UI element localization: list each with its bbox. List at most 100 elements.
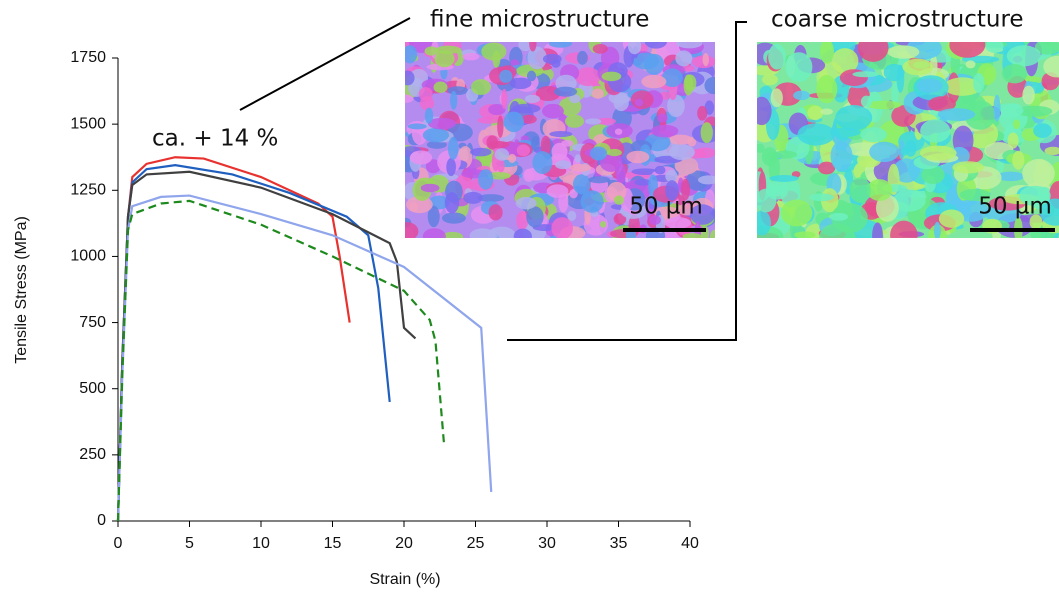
grain	[938, 209, 965, 228]
grain	[596, 117, 616, 125]
grain	[526, 70, 537, 82]
grain	[700, 122, 713, 144]
grain	[769, 174, 799, 182]
x-tick-label: 40	[681, 535, 699, 552]
grain	[418, 87, 433, 102]
grain	[668, 134, 693, 145]
x-axis-title: Strain (%)	[369, 571, 440, 588]
grain	[546, 184, 569, 198]
grain	[527, 46, 547, 70]
grain	[424, 107, 434, 124]
grain	[1019, 185, 1051, 207]
grain	[943, 77, 982, 96]
grain	[664, 217, 692, 229]
grain	[1014, 216, 1023, 238]
grain	[1006, 45, 1042, 67]
grain	[516, 144, 531, 157]
grain	[1012, 119, 1021, 130]
grain	[407, 123, 427, 130]
grain	[651, 124, 679, 138]
grain	[875, 194, 899, 222]
grain	[567, 210, 577, 221]
grain	[900, 147, 909, 156]
grain	[761, 147, 778, 167]
grain	[424, 46, 439, 56]
grain	[405, 70, 415, 86]
grain	[949, 42, 986, 58]
grain	[426, 140, 447, 149]
grain	[676, 42, 703, 49]
grain	[462, 52, 480, 61]
grain	[675, 50, 693, 67]
grain	[820, 42, 834, 64]
grain	[809, 193, 834, 202]
grain	[634, 178, 652, 186]
grain	[768, 43, 786, 70]
grain	[757, 210, 771, 236]
leader-line	[239, 17, 411, 111]
grain	[515, 197, 537, 210]
grain	[613, 195, 624, 205]
grain	[757, 96, 772, 126]
grain	[548, 42, 573, 48]
grain	[807, 105, 824, 121]
grain	[478, 169, 494, 190]
grain	[441, 231, 464, 238]
grain	[497, 115, 504, 138]
grain	[852, 71, 879, 78]
grain	[422, 127, 450, 143]
line-series	[116, 194, 493, 522]
grain	[463, 191, 483, 204]
x-tick-label: 25	[467, 535, 485, 552]
grain	[928, 96, 956, 112]
grain	[872, 222, 883, 238]
grain	[680, 178, 690, 201]
grain	[632, 52, 660, 70]
line-series	[116, 164, 391, 522]
grain	[446, 157, 456, 177]
grain	[866, 100, 902, 110]
grain	[521, 114, 537, 124]
grain	[665, 169, 678, 183]
grain	[835, 105, 873, 131]
grain	[634, 98, 644, 107]
grain	[1022, 158, 1055, 188]
grain	[406, 196, 433, 214]
grain	[630, 90, 654, 110]
grain	[441, 212, 466, 224]
grain	[661, 68, 683, 88]
grain	[1043, 55, 1059, 78]
grain	[615, 163, 626, 185]
grain	[762, 74, 778, 86]
grain	[919, 145, 957, 161]
grain	[697, 105, 708, 121]
grain	[890, 220, 918, 238]
grain	[540, 135, 551, 156]
grain	[589, 146, 608, 161]
x-tick-label: 10	[252, 535, 270, 552]
grain	[551, 142, 568, 161]
grain	[921, 165, 945, 185]
grain	[524, 94, 541, 104]
grain	[580, 190, 604, 213]
y-tick-label: 500	[79, 380, 106, 397]
scale-label: 50 µm	[978, 194, 1052, 220]
grain	[487, 172, 511, 180]
grain	[427, 205, 440, 228]
grain	[866, 179, 893, 201]
grain	[700, 225, 709, 238]
x-tick-label: 15	[324, 535, 342, 552]
grain	[891, 81, 899, 106]
grain	[501, 88, 508, 110]
grain	[1001, 63, 1028, 84]
grain	[648, 215, 661, 225]
grain	[985, 42, 1004, 53]
grain	[1044, 146, 1059, 156]
grain	[820, 108, 833, 115]
grain	[607, 148, 622, 157]
grain	[780, 199, 813, 227]
grain	[564, 114, 585, 128]
grain	[994, 103, 1024, 118]
grain	[993, 94, 1001, 122]
grain	[551, 217, 573, 238]
